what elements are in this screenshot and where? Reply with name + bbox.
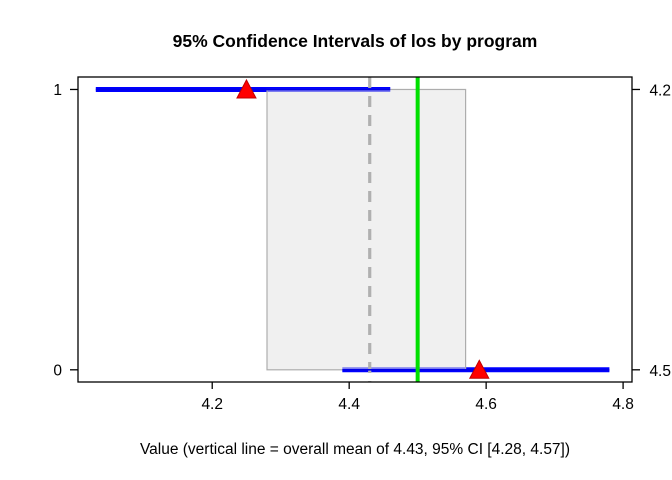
x-axis-tick-label-4.2: 4.2	[201, 396, 223, 413]
x-axis-tick-label-4.8: 4.8	[612, 396, 634, 413]
plot-frame	[77, 76, 633, 383]
right-axis-label-program-1: 4.2	[649, 82, 671, 99]
mean-marker-program-0	[468, 359, 490, 379]
x-axis-tick-label-4.4: 4.4	[338, 396, 360, 413]
y-axis-tick-label-0: 0	[53, 362, 62, 379]
y-axis-tick-label-1: 1	[53, 82, 62, 99]
right-axis-label-program-0: 4.5	[649, 363, 671, 380]
chart-title: 95% Confidence Intervals of los by progr…	[172, 31, 538, 51]
x-axis-tick-label-4.6: 4.6	[475, 396, 497, 413]
x-axis-caption: Value (vertical line = overall mean of 4…	[139, 441, 571, 458]
mean-marker-program-1	[236, 78, 257, 99]
overall-ci-band	[266, 88, 467, 371]
